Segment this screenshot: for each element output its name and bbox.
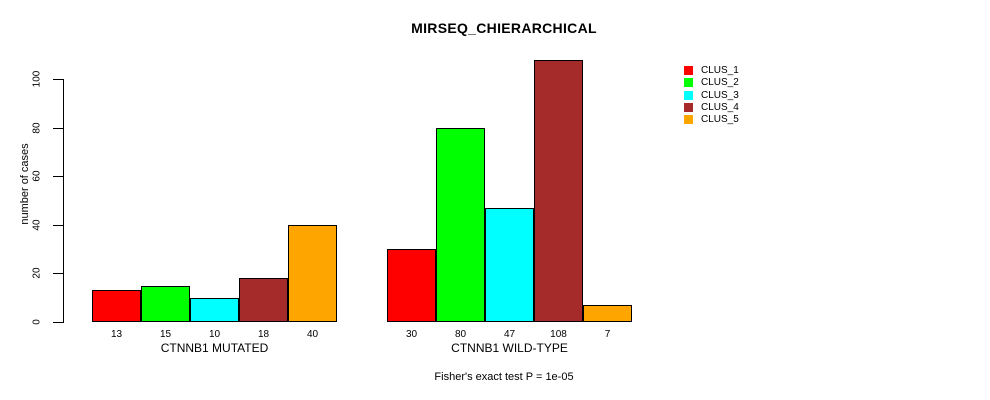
- y-tick-label: 100: [31, 70, 43, 88]
- bar-value-label: 15: [159, 329, 172, 340]
- bar-clus_4: [534, 60, 583, 322]
- bar-value-label: 18: [257, 329, 270, 340]
- bar-clus_5: [288, 225, 337, 322]
- y-tick: [53, 322, 63, 323]
- bar-value-label: 47: [503, 329, 516, 340]
- y-tick-label: 20: [31, 267, 43, 279]
- legend-swatch-clus_2: [684, 78, 693, 88]
- group-label: CTNNB1 MUTATED: [160, 341, 269, 355]
- y-tick: [53, 176, 63, 178]
- bar-value-label: 108: [550, 329, 567, 340]
- y-tick: [53, 273, 63, 275]
- group-label: CTNNB1 WILD-TYPE: [451, 341, 568, 355]
- bar-clus_4: [239, 278, 288, 322]
- bar-value-label: 13: [110, 329, 123, 340]
- y-tick: [53, 224, 63, 226]
- y-axis-label: number of cases: [19, 143, 31, 225]
- y-tick-label: 0: [31, 319, 43, 325]
- bar-value-label: 7: [604, 329, 611, 340]
- legend-label-clus_1: CLUS_1: [701, 65, 739, 76]
- bar-clus_3: [190, 298, 239, 322]
- legend-label-clus_5: CLUS_5: [701, 114, 739, 126]
- legend-label-clus_2: CLUS_2: [701, 77, 739, 89]
- bar-clus_2: [436, 128, 485, 322]
- legend-swatch-clus_1: [684, 66, 693, 75]
- bar-value-label: 40: [306, 329, 319, 340]
- bar-clus_1: [387, 249, 436, 322]
- legend-swatch-clus_4: [684, 102, 693, 112]
- chart-title: MIRSEQ_CHIERARCHICAL: [411, 20, 597, 36]
- bar-value-label: 10: [208, 329, 221, 340]
- legend-swatch-clus_3: [684, 90, 693, 100]
- y-axis-line: [63, 79, 64, 323]
- bar-clus_2: [141, 286, 190, 322]
- bar-value-label: 30: [405, 329, 418, 340]
- bar-clus_1: [92, 290, 141, 322]
- bar-clus_3: [485, 208, 534, 322]
- y-tick-label: 40: [31, 219, 43, 231]
- bar-value-label: 80: [454, 329, 467, 340]
- y-tick-label: 80: [31, 122, 43, 134]
- y-tick: [53, 127, 63, 129]
- legend-label-clus_3: CLUS_3: [701, 89, 739, 101]
- y-tick-label: 60: [31, 170, 43, 182]
- fisher-test-annotation: Fisher's exact test P = 1e-05: [434, 371, 574, 383]
- legend-label-clus_4: CLUS_4: [701, 101, 739, 113]
- bar-clus_5: [583, 305, 632, 322]
- y-tick: [53, 79, 63, 80]
- legend-swatch-clus_5: [684, 115, 693, 125]
